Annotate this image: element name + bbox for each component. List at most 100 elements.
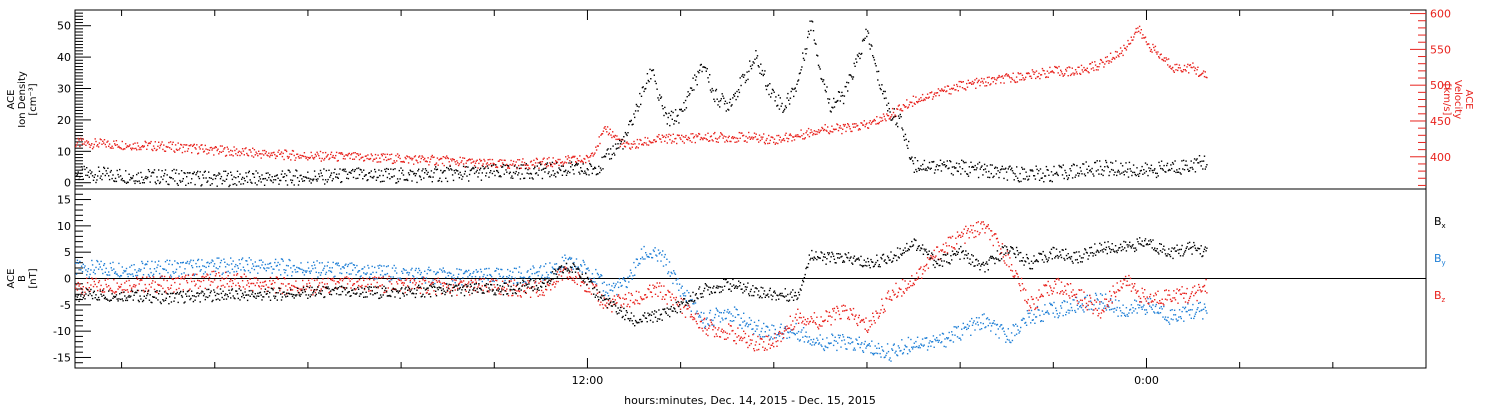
by-series-point	[678, 283, 681, 285]
bz-series-point	[626, 305, 628, 308]
by-series-point	[871, 340, 873, 342]
by-series-point	[620, 285, 622, 287]
bz-series-point	[529, 287, 531, 289]
velocity-series-point	[208, 149, 211, 151]
bz-series-point	[320, 288, 322, 290]
velocity-series-point	[934, 92, 936, 94]
velocity-series-point	[509, 163, 511, 166]
by-series-point	[1132, 307, 1134, 309]
velocity-series-point	[573, 156, 575, 158]
by-series-point	[883, 356, 885, 359]
density-series-point	[244, 180, 246, 182]
bz-series-point	[540, 280, 542, 283]
density-series-point	[607, 148, 609, 150]
velocity-series-point	[943, 89, 945, 91]
bz-series-point	[507, 283, 509, 286]
by-series-point	[413, 279, 416, 281]
velocity-series-point	[1108, 62, 1110, 64]
by-series-point	[1186, 310, 1188, 313]
by-series-point	[1165, 319, 1167, 321]
by-series-point	[956, 336, 959, 338]
density-series-point	[170, 177, 173, 179]
by-series-point	[977, 324, 979, 326]
density-series-point	[958, 163, 960, 165]
bz-series-point	[183, 278, 185, 280]
by-series-point	[857, 343, 860, 345]
velocity-series-point	[425, 160, 428, 162]
velocity-series-point	[980, 81, 982, 83]
density-series-point	[255, 170, 257, 172]
density-series-point	[765, 85, 767, 87]
bz-series-point	[685, 304, 687, 306]
density-series-point	[393, 175, 395, 177]
bz-series-point	[109, 287, 112, 289]
density-series-point	[279, 179, 281, 182]
density-series-point	[954, 167, 956, 169]
by-series-point	[954, 334, 956, 336]
velocity-series-point	[837, 124, 839, 126]
velocity-series-point	[162, 148, 164, 151]
by-series-point	[738, 314, 740, 316]
velocity-series-point	[845, 130, 847, 133]
velocity-series-point	[763, 133, 765, 135]
density-series-point	[832, 107, 834, 109]
bz-series-point	[697, 312, 699, 315]
by-series-point	[1021, 319, 1024, 321]
bz-series-point	[341, 280, 344, 282]
density-series-point	[502, 164, 505, 166]
density-series-point	[1077, 172, 1079, 174]
velocity-series-point	[495, 166, 497, 168]
bz-series-point	[541, 294, 544, 296]
velocity-series-point	[1028, 72, 1030, 75]
by-series-point	[249, 271, 251, 274]
density-series-point	[693, 89, 695, 91]
bz-series-point	[517, 295, 519, 297]
density-series-point	[1034, 178, 1037, 180]
velocity-series-point	[1144, 36, 1147, 38]
by-series-point	[112, 261, 114, 264]
velocity-series-point	[77, 137, 79, 140]
density-series-point	[494, 174, 496, 177]
velocity-series-point	[1119, 47, 1122, 49]
density-series-point	[525, 163, 527, 165]
by-series-point	[655, 254, 657, 256]
bz-series-point	[710, 321, 712, 323]
bz-series-point	[93, 280, 95, 283]
density-series-point	[1194, 171, 1197, 173]
bz-series-point	[571, 279, 573, 281]
by-series-point	[559, 271, 561, 273]
axis-label-line: ACE	[6, 90, 17, 110]
velocity-series-point	[424, 157, 426, 160]
density-series-point	[428, 176, 430, 178]
by-series-point	[159, 265, 162, 267]
by-series-point	[509, 270, 511, 272]
by-series-point	[772, 338, 774, 340]
bz-series-point	[203, 276, 206, 279]
density-series-point	[599, 167, 602, 169]
density-series-point	[331, 180, 333, 182]
velocity-series-point	[476, 159, 478, 161]
velocity-series-point	[730, 140, 732, 143]
by-series-point	[1114, 307, 1116, 310]
density-series-point	[492, 164, 494, 166]
by-series-point	[791, 332, 793, 334]
velocity-series-point	[1041, 67, 1044, 70]
velocity-series-point	[304, 155, 306, 158]
density-series-point	[633, 113, 635, 115]
by-series-point	[657, 249, 660, 251]
by-series-point	[383, 265, 385, 267]
velocity-series-point	[486, 162, 489, 164]
bz-series-point	[263, 285, 265, 287]
by-series-point	[503, 281, 505, 284]
bz-series-point	[363, 279, 365, 282]
density-series-point	[97, 175, 99, 177]
velocity-series-point	[1094, 61, 1096, 63]
density-series-point	[902, 129, 904, 131]
density-series-point	[221, 183, 223, 185]
density-series-point	[703, 66, 706, 68]
by-series-point	[379, 264, 381, 266]
by-series-point	[740, 317, 742, 319]
velocity-series-point	[242, 150, 245, 152]
density-series-point	[805, 53, 807, 55]
velocity-series-point	[797, 135, 800, 138]
